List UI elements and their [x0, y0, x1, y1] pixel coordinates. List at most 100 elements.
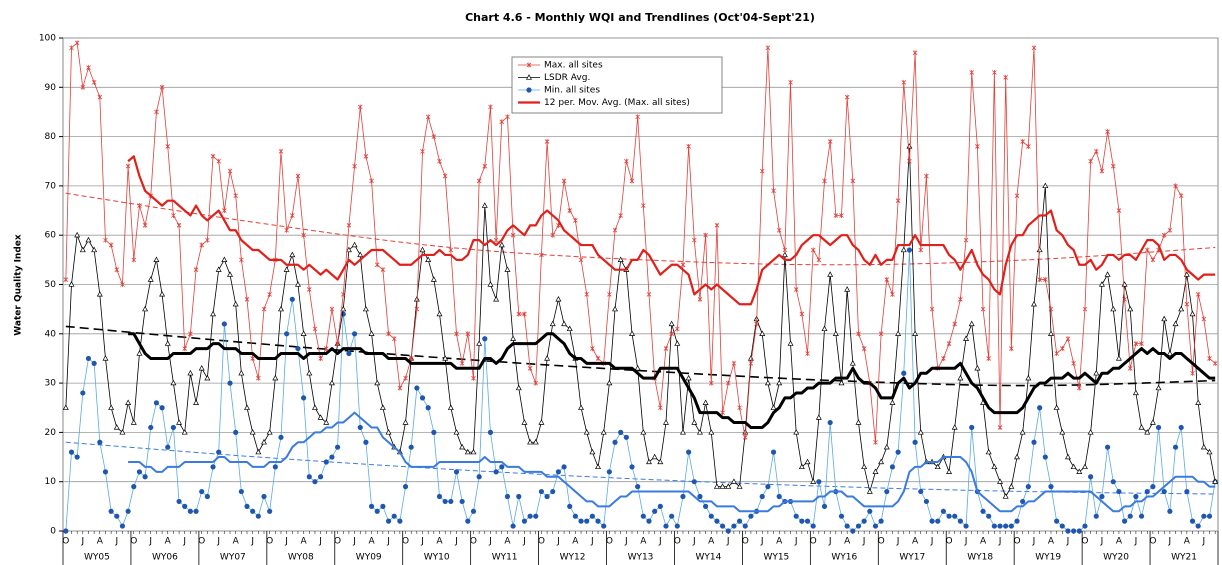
data-point [1031, 45, 1037, 51]
data-point [368, 503, 375, 509]
y-tick-label: 30 [45, 379, 57, 389]
x-tick-label: O [266, 537, 273, 547]
marker [488, 104, 493, 110]
data-point [793, 429, 800, 435]
x-tick-label: O [674, 537, 681, 547]
marker [256, 375, 261, 381]
data-point [165, 444, 171, 450]
data-point [889, 464, 896, 470]
data-point [159, 84, 165, 90]
marker [335, 341, 340, 347]
data-point [91, 246, 98, 253]
marker [1161, 232, 1167, 238]
y-tick-label: 80 [45, 132, 57, 142]
data-point [425, 256, 432, 262]
data-point [839, 212, 844, 218]
data-point [102, 355, 109, 361]
data-point [663, 346, 669, 352]
data-point [403, 375, 408, 381]
marker [907, 158, 912, 164]
data-point [657, 503, 663, 509]
marker [131, 257, 137, 263]
data-point [119, 523, 126, 529]
y-tick-label: 100 [39, 34, 56, 44]
data-point [561, 464, 567, 470]
data-point [969, 424, 975, 431]
data-point [640, 429, 647, 435]
legend-label: Min. all sites [544, 86, 600, 96]
x-tick-label: J [794, 537, 798, 547]
data-point [459, 443, 466, 450]
data-point [572, 513, 578, 519]
group-label: WY19 [1035, 553, 1061, 563]
data-point [419, 246, 426, 253]
data-point [374, 379, 381, 386]
data-point [567, 503, 573, 509]
marker [210, 153, 216, 159]
data-point [1127, 365, 1133, 371]
data-point [176, 222, 182, 228]
data-point [1116, 208, 1122, 214]
marker [810, 247, 816, 253]
data-point [131, 257, 137, 263]
marker [1065, 336, 1071, 342]
group-label: WY10 [424, 553, 450, 563]
x-tick-label: O [198, 537, 205, 547]
marker [539, 252, 544, 258]
data-point [1042, 182, 1049, 189]
x-tick-label: A [165, 537, 172, 547]
data-point [215, 266, 222, 272]
data-point [222, 208, 227, 214]
data-point [103, 237, 108, 243]
data-point [798, 463, 805, 470]
marker [561, 178, 567, 184]
x-tick-label: J [454, 537, 458, 547]
data-point [1071, 360, 1076, 366]
data-point [730, 478, 737, 484]
chart-title: Chart 4.6 - Monthly WQI and Trendlines (… [465, 11, 815, 24]
marker [290, 212, 295, 218]
data-point [991, 463, 998, 470]
group-label: WY13 [628, 553, 654, 563]
data-point [963, 237, 969, 243]
x-tick-label: A [1116, 537, 1123, 547]
marker [839, 212, 844, 218]
group-label: WY06 [152, 553, 178, 563]
data-point [442, 173, 448, 179]
x-tick-label: J [896, 537, 900, 547]
data-point [79, 246, 86, 253]
x-tick-label: J [590, 537, 594, 547]
data-point [374, 262, 380, 268]
marker [788, 79, 793, 85]
data-point [691, 479, 697, 485]
data-point [414, 385, 420, 391]
data-point [504, 493, 511, 500]
data-point [159, 405, 165, 411]
data-point [221, 256, 228, 262]
marker [216, 158, 221, 164]
data-point [968, 320, 975, 327]
group-label: WY16 [831, 553, 857, 563]
y-tick-label: 90 [45, 83, 57, 93]
marker [176, 222, 182, 228]
data-point [754, 321, 759, 327]
marker [1043, 277, 1048, 283]
data-point [481, 202, 488, 208]
data-point [963, 523, 969, 529]
data-point [1166, 350, 1173, 356]
data-point [362, 305, 369, 312]
data-point [1009, 346, 1014, 352]
marker [827, 139, 833, 145]
marker [805, 351, 810, 357]
data-point [703, 232, 708, 238]
data-point [555, 469, 562, 475]
data-point [1138, 424, 1145, 430]
data-point [464, 448, 471, 455]
data-point [1201, 513, 1207, 519]
data-point [1161, 232, 1167, 238]
legend-marker [526, 62, 532, 68]
data-point [244, 296, 250, 302]
data-point [669, 331, 674, 337]
data-point [148, 424, 154, 431]
marker [901, 79, 907, 85]
